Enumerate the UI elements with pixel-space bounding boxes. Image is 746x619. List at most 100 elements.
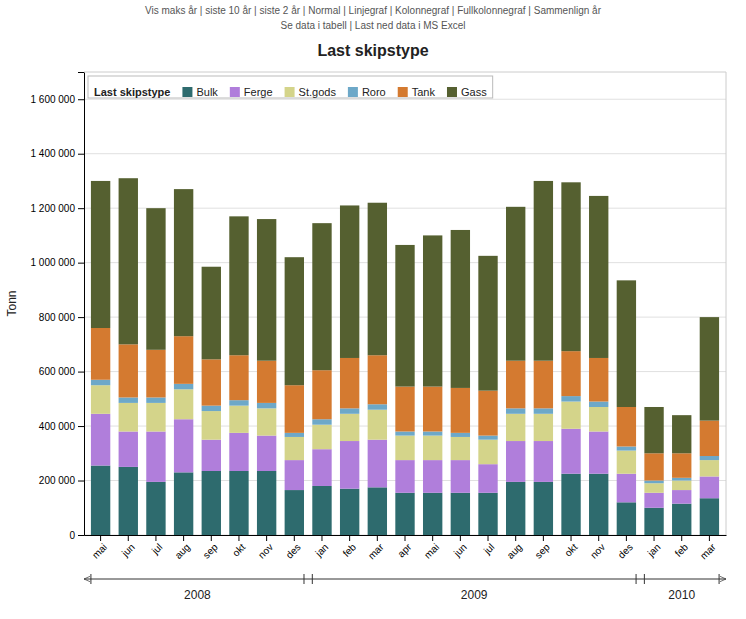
y-tick-label: 0 xyxy=(69,530,75,541)
bar xyxy=(561,402,580,429)
bar xyxy=(534,482,553,535)
legend-title: Last skipstype xyxy=(94,86,170,98)
x-tick-label: jun xyxy=(119,541,137,559)
bar xyxy=(285,385,304,433)
annotation: Vis maks år | siste 10 år | siste 2 år |… xyxy=(145,5,602,16)
bar xyxy=(423,387,442,432)
bar xyxy=(534,408,553,413)
bar xyxy=(146,482,165,535)
x-tick: okt xyxy=(562,535,579,559)
year-bracket-tick xyxy=(719,574,720,584)
x-tick: jan xyxy=(645,535,663,559)
bar xyxy=(119,397,138,402)
year-brackets: 200820092010 xyxy=(84,574,726,602)
x-tick: jul xyxy=(149,535,165,557)
bar xyxy=(534,361,553,409)
x-tick-label: feb xyxy=(673,541,691,559)
bar xyxy=(589,474,608,535)
bar xyxy=(617,280,636,407)
bar xyxy=(174,384,193,389)
bar xyxy=(451,493,470,535)
y-tick-mark xyxy=(78,317,84,318)
y-axis: 0200 000400 000600 000800 0001 000 0001 … xyxy=(31,73,85,541)
bar xyxy=(257,403,276,408)
plot-frame xyxy=(726,72,727,535)
x-tick-mark xyxy=(183,535,184,541)
bar xyxy=(644,508,663,535)
x-tick-label: mar xyxy=(698,541,718,561)
legend-swatch xyxy=(230,87,240,97)
bar xyxy=(229,400,248,405)
bar xyxy=(202,440,221,471)
bar xyxy=(340,358,359,408)
y-tick: 0 xyxy=(69,530,84,541)
bar xyxy=(91,181,110,328)
bar xyxy=(340,414,359,441)
x-tick-mark xyxy=(598,535,599,541)
bar xyxy=(202,471,221,535)
x-tick: mai xyxy=(422,535,441,561)
bar xyxy=(561,351,580,396)
bar xyxy=(146,403,165,432)
y-tick-label: 400 000 xyxy=(39,421,76,432)
bar xyxy=(672,453,691,478)
x-tick-label: mai xyxy=(90,541,109,560)
x-tick-mark xyxy=(460,535,461,541)
bar xyxy=(146,208,165,350)
bar xyxy=(700,421,719,456)
bar xyxy=(534,414,553,441)
x-tick-mark xyxy=(709,535,710,541)
bar xyxy=(91,414,110,466)
y-axis-title: Tonn xyxy=(5,290,19,316)
bar xyxy=(506,408,525,413)
bar xyxy=(700,498,719,535)
year-bracket-tick xyxy=(636,574,637,584)
legend-swatch xyxy=(447,87,457,97)
bar xyxy=(146,397,165,402)
x-tick-label: nov xyxy=(588,541,607,560)
x-tick-mark xyxy=(654,535,655,541)
bar xyxy=(451,433,470,437)
x-tick: des xyxy=(616,535,635,561)
x-tick-label: mai xyxy=(422,541,441,560)
bar xyxy=(700,460,719,476)
bar xyxy=(312,419,331,424)
bar xyxy=(451,460,470,493)
bar xyxy=(285,460,304,490)
x-tick: nov xyxy=(588,535,607,561)
bar xyxy=(617,407,636,446)
bar xyxy=(672,504,691,535)
bar xyxy=(617,502,636,535)
bar xyxy=(91,380,110,385)
y-tick-mark xyxy=(78,481,84,482)
bar xyxy=(644,483,663,493)
year-bracket-tick xyxy=(90,574,91,584)
annotation: Se data i tabell | Last ned data i MS Ex… xyxy=(281,20,466,31)
bar xyxy=(91,328,110,380)
x-tick-mark xyxy=(128,535,129,541)
bar xyxy=(644,481,663,484)
bar xyxy=(589,358,608,402)
x-tick: feb xyxy=(341,535,359,559)
bar xyxy=(478,464,497,493)
legend-entry: Tank xyxy=(412,86,436,98)
bar xyxy=(451,230,470,388)
legend-entry: Ferge xyxy=(244,86,273,98)
bar xyxy=(285,490,304,535)
chart-title: Last skipstype xyxy=(317,42,428,59)
bar xyxy=(312,425,331,450)
y-tick: 600 000 xyxy=(39,366,84,377)
y-tick-mark xyxy=(78,426,84,427)
bar xyxy=(119,467,138,535)
legend-swatch xyxy=(285,87,295,97)
bar xyxy=(119,178,138,344)
x-tick-label: aug xyxy=(505,541,525,561)
bar xyxy=(423,436,442,461)
x-tick: sep xyxy=(201,535,220,561)
plot-area: 0200 000400 000600 000800 0001 000 0001 … xyxy=(5,72,727,602)
x-tick: jul xyxy=(481,535,497,557)
bar xyxy=(229,406,248,433)
x-tick-label: des xyxy=(284,541,303,560)
y-tick-label: 200 000 xyxy=(39,475,76,486)
bar xyxy=(119,344,138,397)
